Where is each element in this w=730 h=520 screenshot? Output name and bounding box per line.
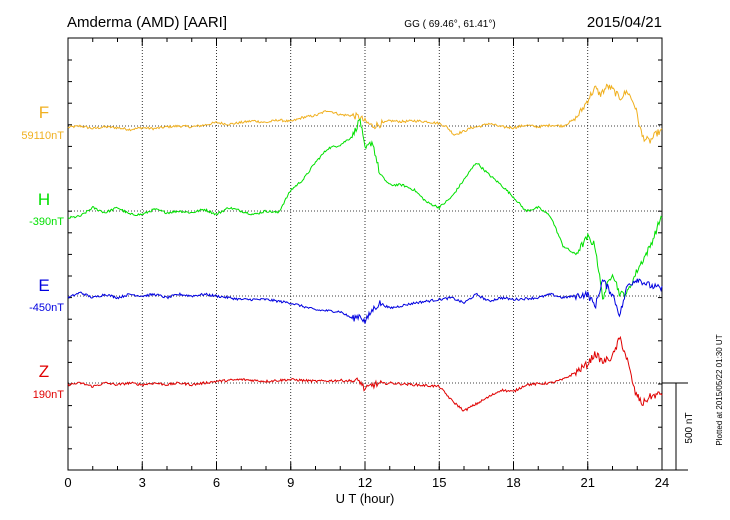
- plot-date: 2015/04/21: [587, 14, 662, 31]
- component-labels: F 59110nT H -390nT E -450nT Z 190nT: [21, 103, 64, 401]
- station-title: Amderma (AMD) [AARI]: [67, 14, 227, 31]
- x-tick-label: 3: [139, 475, 146, 490]
- series-line-e: [67, 278, 663, 324]
- component-label-h: H: [38, 190, 50, 209]
- x-tick-label: 12: [358, 475, 372, 490]
- x-tick-label: 9: [287, 475, 294, 490]
- series-lines: [67, 83, 663, 412]
- x-tick-label: 18: [506, 475, 520, 490]
- baseline-value-z: 190nT: [33, 389, 64, 401]
- axis-ticks: 0 3 6 9 12 15 18 21 24: [64, 38, 669, 490]
- component-label-z: Z: [39, 362, 49, 381]
- series-line-h: [67, 118, 663, 300]
- series-line-f: [67, 83, 663, 144]
- x-tick-label: 0: [64, 475, 71, 490]
- x-tick-label: 24: [655, 475, 669, 490]
- component-label-e: E: [38, 276, 49, 295]
- x-axis-label: U T (hour): [336, 491, 395, 506]
- baseline-value-e: -450nT: [29, 302, 64, 314]
- scale-bar-label: 500 nT: [684, 412, 695, 443]
- plotted-note: Plotted at 2015/05/22 01:30 UT: [715, 334, 724, 445]
- series-line-z: [67, 335, 663, 412]
- component-label-f: F: [39, 103, 49, 122]
- grid-lines: [141, 38, 589, 470]
- station-coordinates: GG ( 69.46°, 61.41°): [404, 19, 495, 30]
- scale-bar: 500 nT: [662, 382, 695, 471]
- baseline-value-f: 59110nT: [21, 130, 64, 142]
- x-tick-label: 6: [213, 475, 220, 490]
- x-tick-label: 21: [581, 475, 595, 490]
- baseline-value-h: -390nT: [29, 216, 64, 228]
- x-tick-label: 15: [432, 475, 446, 490]
